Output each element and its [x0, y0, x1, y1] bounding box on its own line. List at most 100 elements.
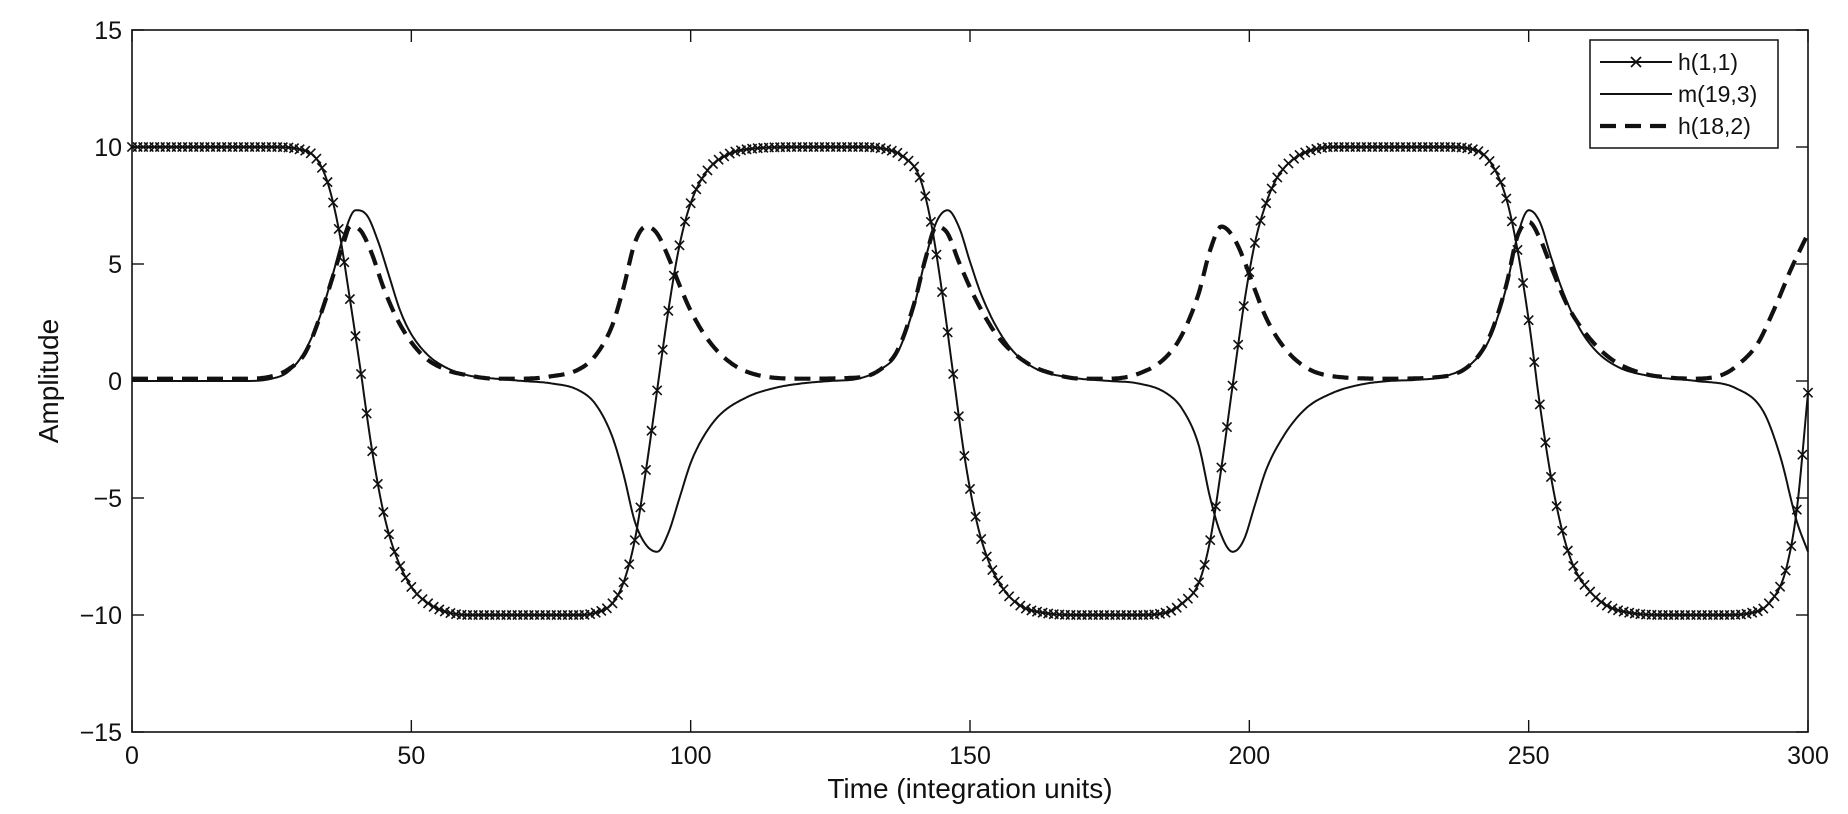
- x-marker: [908, 161, 920, 172]
- legend-entry-h-18-2: h(18,2): [1600, 113, 1751, 139]
- x-marker: [964, 483, 976, 495]
- legend-entry-m-19-3: m(19,3): [1600, 81, 1757, 107]
- x-marker: [920, 190, 931, 202]
- x-marker: [892, 147, 903, 158]
- x-marker: [1529, 356, 1540, 368]
- x-marker: [1249, 237, 1261, 249]
- x-marker: [959, 450, 970, 462]
- x-marker: [1467, 144, 1478, 155]
- x-marker: [596, 605, 607, 617]
- x-marker: [987, 564, 998, 576]
- legend-label: h(18,2): [1678, 113, 1751, 139]
- y-axis-title: Amplitude: [33, 319, 64, 444]
- x-tick-label: 50: [397, 742, 425, 770]
- x-marker: [378, 506, 389, 518]
- x-marker: [1774, 581, 1786, 592]
- x-marker: [931, 249, 942, 260]
- x-marker: [724, 148, 735, 159]
- x-marker: [925, 216, 937, 228]
- legend-label: m(19,3): [1678, 81, 1757, 107]
- x-marker: [970, 511, 981, 522]
- x-tick-label: 250: [1508, 742, 1550, 770]
- x-marker: [327, 197, 339, 208]
- x-marker: [1797, 449, 1808, 460]
- x-marker: [651, 385, 663, 396]
- x-marker: [1255, 215, 1266, 226]
- x-marker: [417, 593, 428, 605]
- x-marker: [1489, 164, 1501, 176]
- series-markers-h-1-1: [126, 141, 1814, 621]
- x-marker: [696, 173, 708, 184]
- legend-label: h(1,1): [1678, 49, 1738, 75]
- x-marker: [1551, 501, 1562, 512]
- x-marker: [674, 240, 685, 251]
- x-marker: [1165, 605, 1177, 616]
- legend-entry-h-1-1: h(1,1): [1600, 49, 1738, 75]
- x-marker: [311, 153, 322, 164]
- x-marker: [942, 327, 953, 338]
- x-marker: [389, 546, 400, 557]
- x-marker: [322, 176, 333, 188]
- x-marker: [1015, 600, 1026, 611]
- x-marker: [914, 172, 925, 183]
- x-marker: [361, 408, 372, 419]
- series-h-1-1: [126, 141, 1814, 621]
- x-marker: [355, 368, 367, 380]
- x-marker: [1288, 153, 1300, 164]
- y-tick-label: 10: [94, 134, 122, 162]
- x-marker: [1188, 587, 1199, 598]
- x-marker: [1780, 565, 1791, 576]
- x-marker: [719, 151, 730, 162]
- x-marker: [707, 158, 719, 170]
- y-tick-label: 5: [108, 251, 122, 279]
- x-tick-label: 0: [125, 742, 139, 770]
- x-marker: [1009, 596, 1020, 607]
- x-marker: [1534, 399, 1546, 410]
- x-marker: [691, 184, 702, 195]
- x-marker: [624, 559, 635, 570]
- x-marker: [629, 534, 640, 546]
- x-marker: [1557, 525, 1568, 536]
- x-marker: [1216, 462, 1227, 473]
- x-marker: [1517, 277, 1529, 289]
- x-marker: [1020, 603, 1032, 614]
- x-marker: [422, 598, 434, 609]
- x-marker: [607, 598, 618, 609]
- x-marker: [1573, 571, 1585, 583]
- x-marker: [936, 286, 948, 298]
- x-marker: [1160, 607, 1171, 618]
- x-marker: [1171, 602, 1182, 613]
- series-group: [126, 141, 1814, 621]
- plot-frame: [131, 29, 1809, 733]
- x-marker: [1769, 591, 1780, 602]
- x-marker: [1596, 596, 1607, 608]
- x-marker: [406, 581, 417, 593]
- x-marker: [1227, 380, 1238, 391]
- x-marker: [372, 478, 383, 490]
- x-axis-title: Time (integration units): [827, 773, 1112, 804]
- x-marker: [394, 560, 406, 572]
- x-marker: [1221, 421, 1233, 433]
- x-marker: [1540, 437, 1551, 448]
- x-marker: [612, 589, 624, 601]
- series-line-m-19-3: [132, 209, 1809, 553]
- x-marker: [1238, 300, 1249, 312]
- y-tick-label: 15: [94, 17, 122, 45]
- x-marker: [685, 197, 696, 209]
- x-marker: [367, 446, 378, 457]
- x-marker: [1272, 172, 1283, 183]
- x-marker: [1205, 534, 1216, 546]
- x-marker: [383, 529, 395, 540]
- x-marker: [1260, 197, 1272, 209]
- x-marker: [316, 162, 328, 174]
- x-marker: [339, 257, 350, 268]
- x-marker: [663, 305, 674, 316]
- x-marker: [1752, 606, 1763, 617]
- x-marker: [640, 464, 652, 476]
- x-marker: [1802, 387, 1814, 398]
- x-marker: [1266, 183, 1277, 194]
- x-marker: [350, 330, 361, 342]
